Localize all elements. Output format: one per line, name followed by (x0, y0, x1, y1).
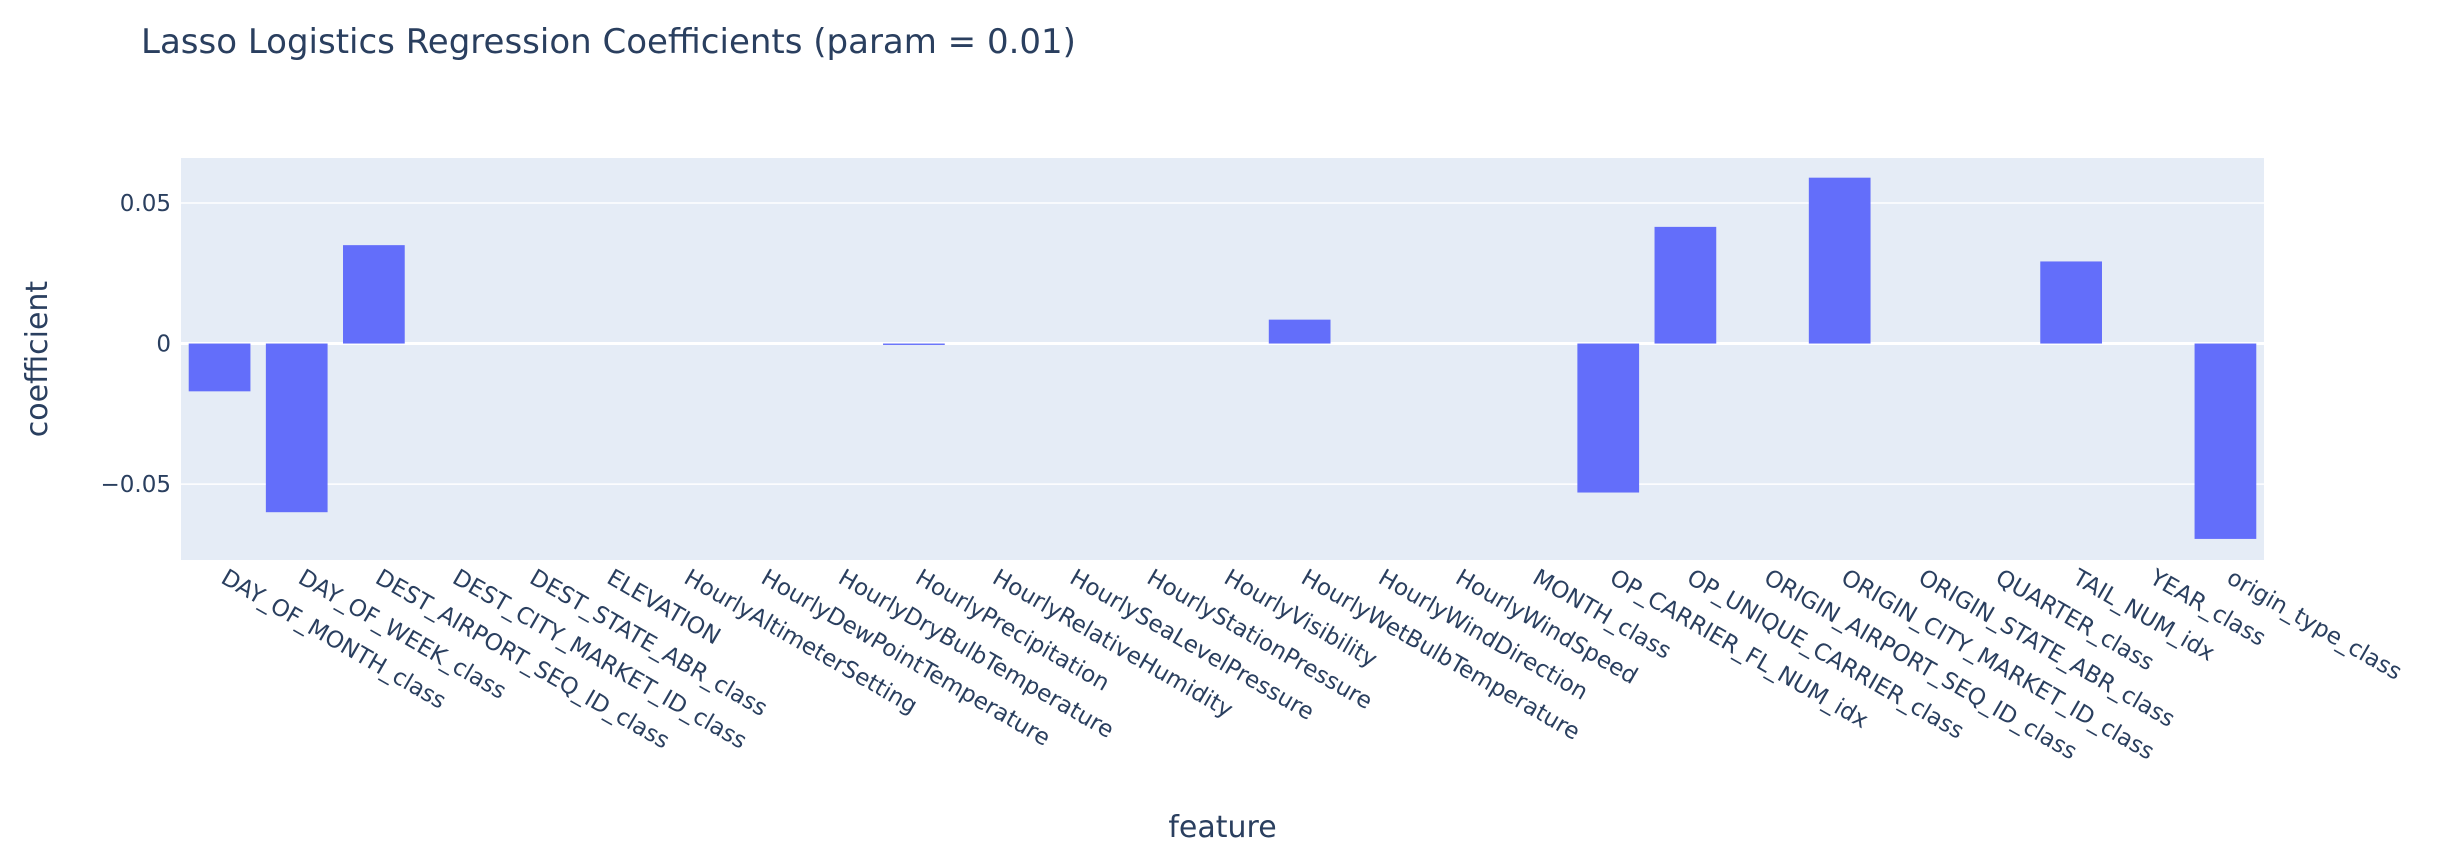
bar (265, 343, 328, 513)
gridlines (181, 202, 2264, 485)
y-tick-label: 0.05 (120, 191, 171, 217)
bar (1268, 319, 1331, 344)
bar (188, 343, 251, 392)
bars (188, 177, 2257, 539)
y-tick-label: −0.05 (101, 472, 171, 498)
bar (1808, 177, 1871, 344)
bar (883, 343, 945, 345)
bar (1577, 343, 1640, 493)
bar (2194, 343, 2257, 539)
bar (2040, 261, 2102, 344)
y-tick-label: 0 (156, 332, 171, 358)
bar (1654, 226, 1717, 344)
y-axis-title: coefficient (20, 281, 55, 438)
y-tick-labels: 0.05 0 −0.05 (101, 191, 171, 498)
bar (343, 245, 405, 344)
plot-background (181, 158, 2264, 560)
x-axis-title: feature (1168, 810, 1276, 845)
chart-title: Lasso Logistics Regression Coefficients … (141, 22, 1076, 62)
x-tick-labels: DAY_OF_MONTH_classDAY_OF_WEEK_classDEST_… (217, 564, 2406, 765)
